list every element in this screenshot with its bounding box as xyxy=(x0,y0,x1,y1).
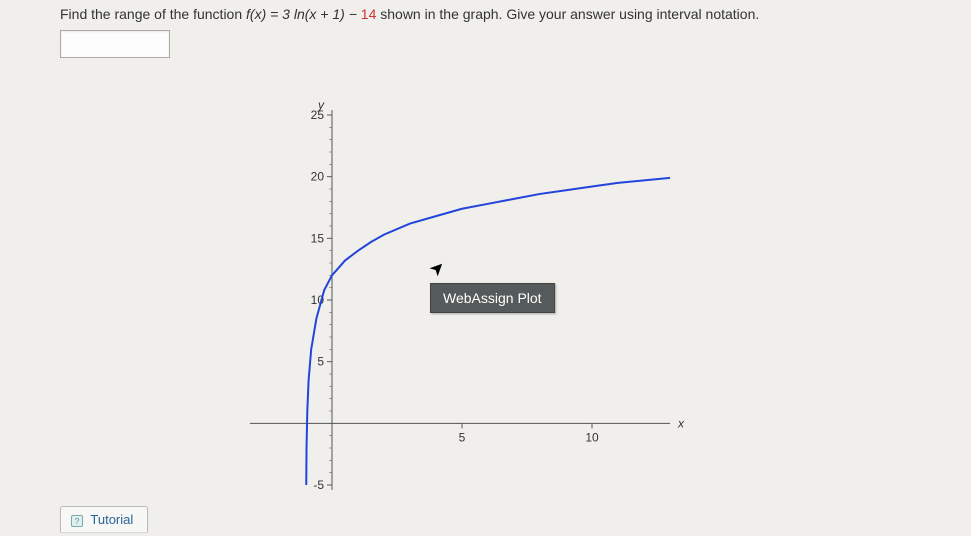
svg-text:5: 5 xyxy=(317,355,324,369)
answer-input[interactable] xyxy=(60,30,170,58)
svg-text:5: 5 xyxy=(459,430,466,444)
question-constant: 14 xyxy=(361,6,377,22)
svg-text:-5: -5 xyxy=(313,478,324,492)
tutorial-button[interactable]: ? Tutorial xyxy=(60,506,148,532)
tooltip-text: WebAssign Plot xyxy=(443,290,542,306)
svg-text:10: 10 xyxy=(585,430,599,444)
question-prefix: Find the range of the function xyxy=(60,6,246,22)
question-fn: f(x) = 3 ln(x + 1) − xyxy=(246,6,361,22)
tutorial-label: Tutorial xyxy=(90,512,133,527)
svg-text:20: 20 xyxy=(311,170,325,184)
svg-text:15: 15 xyxy=(311,231,325,245)
question-text: Find the range of the function f(x) = 3 … xyxy=(0,0,971,30)
question-suffix: shown in the graph. Give your answer usi… xyxy=(380,6,759,22)
plot-tooltip: WebAssign Plot xyxy=(430,283,555,313)
svg-text:x: x xyxy=(677,416,685,430)
svg-text:y: y xyxy=(317,98,325,112)
tutorial-icon: ? xyxy=(71,515,83,527)
